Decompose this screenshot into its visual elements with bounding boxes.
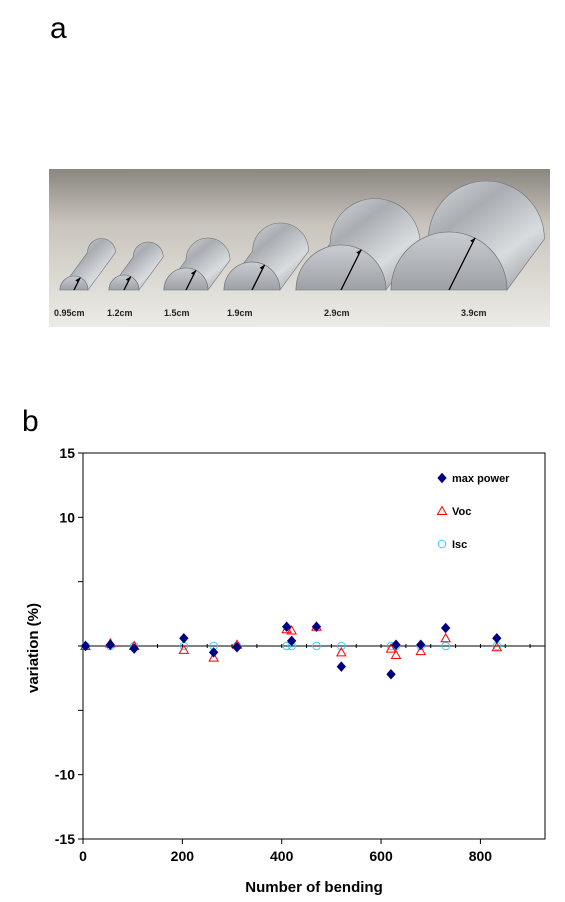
data-point [391,639,401,650]
legend-marker [436,505,448,515]
data-point [286,635,297,647]
legend-box [425,468,537,568]
data-point [282,621,292,632]
data-point [337,641,346,651]
data-point [416,639,426,650]
data-point [491,641,503,652]
data-point [415,645,427,656]
data-point [336,661,346,672]
legend-entry: max power [452,473,510,485]
radius-arrow [448,237,476,291]
mold-radius-label: 3.9cm [461,308,487,318]
data-point [208,647,219,658]
data-point [282,641,291,651]
y-axis-title: variation (%) [25,603,42,693]
data-point [312,641,321,651]
mold-radius-label: 1.9cm [227,308,253,318]
x-tick-label: 200 [171,848,195,864]
y-tick-label: 10 [59,509,75,525]
data-point [105,639,115,650]
mold-radius-label: 0.95cm [54,308,85,318]
panel-label-a: a [50,12,67,45]
legend: max power Voc Isc [425,468,537,568]
radius-arrow [340,249,362,291]
x-axis-title: Number of bending [245,879,383,896]
mold-5: 2.9cm [295,198,421,318]
variation-scatter-chart: 15 10 -10 -150 200 400 600 800 Number of bendin… [25,445,546,896]
data-point [208,652,220,662]
data-point [286,625,297,635]
data-point [311,621,322,632]
data-point [232,642,242,653]
data-point [440,622,451,634]
data-point [390,649,402,660]
mold-radius-label: 2.9cm [324,308,350,318]
x-tick-label: 400 [270,848,294,864]
data-point [80,640,91,652]
mold-4: 1.9cm [223,222,309,318]
y-tick-label: -15 [55,831,75,847]
mold-3: 1.5cm [163,237,231,318]
legend-entry: Voc [452,506,471,518]
legend-marker [437,539,447,549]
y-tick-label: -10 [55,767,75,783]
mold-6: 3.9cm [390,180,545,318]
x-tick-label: 800 [469,848,493,864]
data-point [492,633,502,644]
x-tick-label: 0 [79,848,87,864]
mold-radius-label: 1.5cm [164,308,190,318]
y-tick-label: 15 [59,445,75,461]
mold-1: 0.95cm [54,238,116,318]
x-tick-label: 600 [369,848,393,864]
data-point [386,669,396,680]
data-point [179,633,189,644]
mold-2: 1.2cm [107,241,164,318]
data-point [178,644,190,654]
data-point [129,643,139,654]
mold-radius-label: 1.2cm [107,308,133,318]
legend-entry: Isc [452,539,467,551]
data-point [440,632,451,643]
data-point [335,646,347,657]
cylinder-molds-photo: 0.95cm 1.2cm 1.5cm 1.9cm 2.9cm 3.9cm [49,169,550,327]
data-point [385,643,397,653]
panel-label-b: b [22,405,39,438]
legend-marker [437,472,447,484]
series-max-power [80,621,502,680]
